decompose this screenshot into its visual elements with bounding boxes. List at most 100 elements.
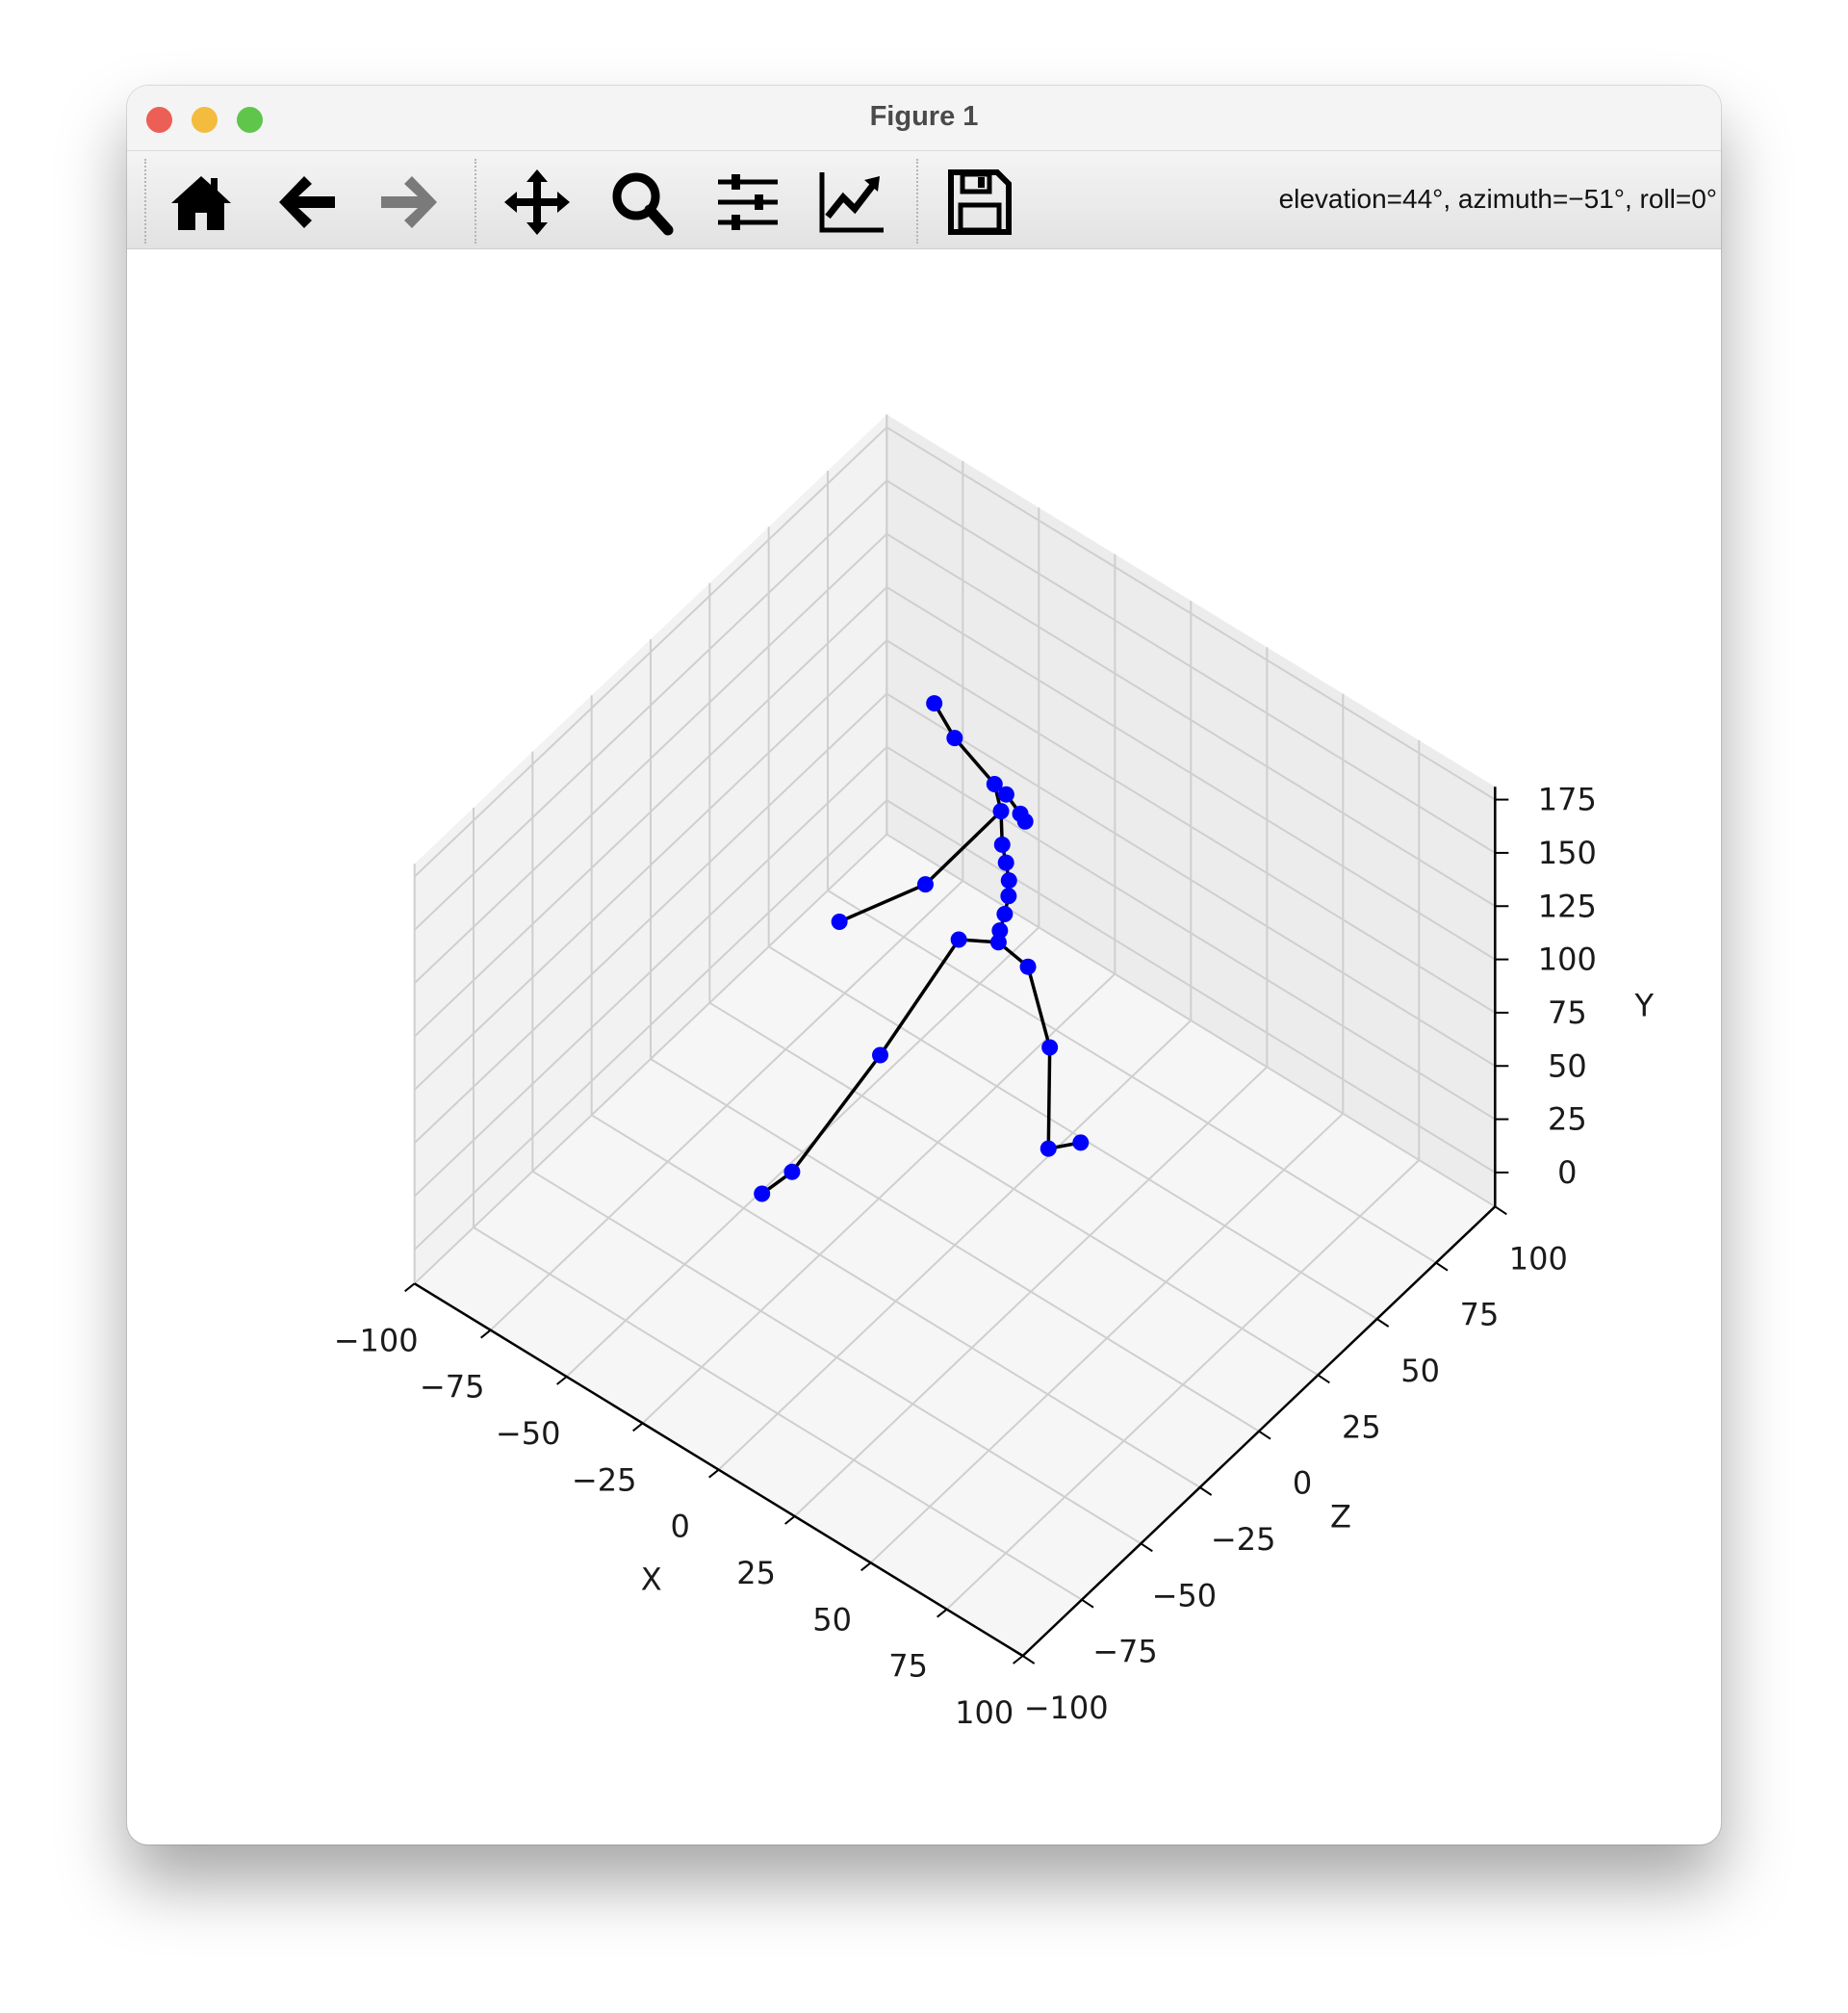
zoom-window-button[interactable]: [237, 107, 263, 133]
skeleton-bone: [953, 736, 996, 786]
edit-axes-button[interactable]: [818, 168, 886, 236]
minimize-button[interactable]: [192, 107, 218, 133]
joint-marker: [1040, 1140, 1057, 1157]
pan-move-icon: [504, 169, 570, 235]
skeleton-bone: [1026, 966, 1052, 1048]
x-tick-label: −100: [334, 1322, 419, 1358]
y-tick-label: 175: [1538, 782, 1597, 818]
left-pane-gridline: [413, 799, 888, 1251]
z-tick-label: −25: [1211, 1521, 1276, 1558]
left-pane-gridline: [413, 746, 888, 1198]
z-axis-label: Z: [1330, 1499, 1351, 1536]
left-pane-gridline: [413, 639, 888, 1091]
back-pane-gridline: [886, 586, 1496, 961]
navigation-toolbar: elevation=44°, azimuth=−51°, roll=0°: [127, 151, 1721, 249]
toolbar-separator: [916, 159, 918, 244]
joint-marker: [946, 730, 963, 747]
joint-marker: [1000, 872, 1017, 890]
save-button[interactable]: [945, 168, 1013, 236]
forward-arrow-icon: [381, 176, 437, 228]
y-tick-label: 50: [1548, 1047, 1587, 1084]
z-tick: [1376, 1318, 1390, 1328]
x-tick: [708, 1468, 720, 1479]
joint-marker: [1016, 813, 1034, 830]
back-pane-gridline: [886, 426, 1496, 801]
home-button[interactable]: [167, 168, 235, 236]
floor-gridline: [827, 890, 1437, 1264]
pan-button[interactable]: [503, 168, 571, 236]
y-tick-label: 125: [1538, 888, 1597, 924]
left-pane-gridline: [413, 479, 888, 931]
skeleton-bone: [924, 810, 1003, 886]
floor-gridline: [886, 833, 1496, 1208]
x-axis-label: X: [641, 1561, 662, 1598]
z-tick: [1199, 1486, 1213, 1496]
z-tick: [1140, 1542, 1153, 1553]
joint-marker: [1041, 1039, 1059, 1056]
joint-marker: [997, 854, 1014, 871]
back-pane-gridline: [886, 799, 1496, 1174]
left-pane-gridline: [413, 426, 888, 878]
toolbar-separator: [475, 159, 476, 244]
floor-gridline: [869, 1112, 1345, 1564]
z-tick: [1022, 1655, 1036, 1665]
joint-marker: [783, 1163, 801, 1180]
joint-marker: [992, 803, 1010, 820]
y-tick-label: 150: [1538, 835, 1597, 871]
left-pane-gridline: [413, 692, 888, 1144]
floor-gridline: [650, 1058, 1260, 1432]
floor-gridline: [708, 1001, 1319, 1377]
floor-gridline: [768, 945, 1378, 1320]
z-tick-label: −50: [1152, 1577, 1218, 1613]
z-tick: [1435, 1261, 1449, 1272]
skeleton-bone: [838, 883, 927, 924]
x-tick-label: 50: [812, 1601, 852, 1638]
skeleton-bone: [1046, 1046, 1052, 1149]
joint-marker: [831, 913, 848, 930]
close-button[interactable]: [146, 107, 172, 133]
floor-gridline: [945, 1159, 1421, 1611]
y-tick-label: 75: [1548, 994, 1587, 1031]
joint-marker: [1019, 958, 1037, 975]
joint-marker: [996, 906, 1014, 923]
joint-marker: [1072, 1134, 1090, 1151]
back-button[interactable]: [273, 168, 341, 236]
x-tick: [784, 1515, 796, 1525]
axes-edit-chart-icon: [819, 172, 884, 233]
x-tick-label: −75: [420, 1369, 485, 1406]
back-pane-gridline: [886, 479, 1496, 854]
subplots-sliders-icon: [718, 174, 778, 230]
z-tick-label: −100: [1024, 1690, 1109, 1726]
configure-subplots-button[interactable]: [714, 168, 782, 236]
x-tick-label: 100: [955, 1694, 1014, 1731]
z-tick-label: 75: [1460, 1297, 1500, 1333]
left-pane-gridline: [413, 586, 888, 1038]
z-tick: [1494, 1205, 1507, 1216]
back-pane-gridline: [886, 639, 1496, 1014]
zoom-button[interactable]: [608, 168, 676, 236]
forward-button[interactable]: [375, 168, 443, 236]
joint-marker: [986, 776, 1003, 793]
y-tick-label: 25: [1548, 1101, 1587, 1138]
back-pane-gridline: [886, 532, 1496, 908]
x-tick-label: −50: [496, 1415, 561, 1452]
title-bar: Figure 1: [127, 86, 1721, 151]
joint-marker: [989, 934, 1007, 951]
back-pane-gridline: [886, 692, 1496, 1068]
y-tick-label: 0: [1557, 1154, 1577, 1191]
joint-marker: [993, 836, 1011, 853]
joint-marker: [997, 786, 1014, 803]
skeleton-bone: [790, 1053, 882, 1174]
left-pane-gridline: [413, 532, 888, 984]
back-arrow-icon: [279, 176, 335, 228]
z-tick-label: 100: [1509, 1240, 1568, 1277]
z-tick: [1081, 1598, 1094, 1609]
joint-marker: [916, 876, 934, 893]
joint-marker: [926, 695, 943, 712]
x-tick: [480, 1329, 492, 1339]
x-tick-label: 0: [670, 1509, 689, 1545]
z-tick-label: 0: [1293, 1465, 1312, 1502]
x-tick: [1013, 1655, 1024, 1665]
home-icon: [171, 176, 231, 230]
